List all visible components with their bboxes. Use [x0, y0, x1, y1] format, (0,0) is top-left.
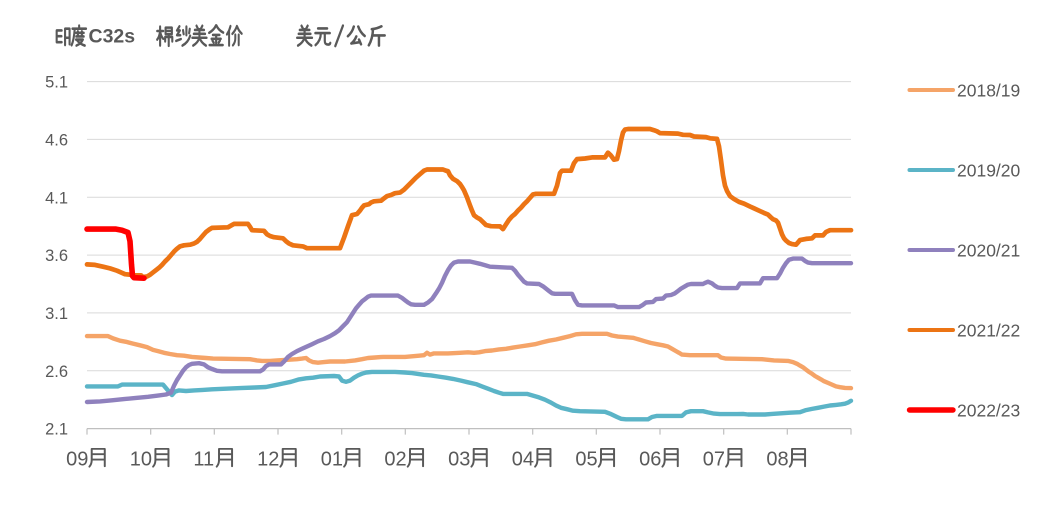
svg-text:2021/22: 2021/22	[957, 320, 1020, 340]
svg-text:2019/20: 2019/20	[957, 160, 1021, 180]
svg-text:12: 12	[257, 448, 279, 470]
svg-text:03: 03	[448, 448, 470, 470]
svg-text:06: 06	[639, 448, 661, 470]
svg-text:5.1: 5.1	[45, 74, 68, 92]
svg-text:4.6: 4.6	[45, 131, 68, 149]
svg-text:4.1: 4.1	[45, 189, 68, 207]
svg-text:2022/23: 2022/23	[957, 400, 1020, 420]
svg-text:2018/19: 2018/19	[957, 80, 1020, 100]
svg-text:07: 07	[703, 448, 725, 470]
svg-text:02: 02	[384, 448, 406, 470]
svg-text:11: 11	[193, 448, 214, 470]
svg-text:04: 04	[512, 448, 534, 470]
svg-text:2020/21: 2020/21	[957, 240, 1020, 260]
svg-text:2.1: 2.1	[45, 421, 68, 439]
svg-text:05: 05	[575, 448, 597, 470]
svg-text:2.6: 2.6	[45, 363, 68, 381]
svg-text:C32s: C32s	[89, 26, 136, 48]
svg-text:08: 08	[766, 448, 788, 470]
svg-text:3.1: 3.1	[45, 305, 68, 323]
svg-text:3.6: 3.6	[45, 247, 68, 265]
svg-text:09: 09	[66, 448, 88, 470]
svg-text:10: 10	[130, 448, 152, 470]
svg-text:01: 01	[321, 448, 343, 470]
